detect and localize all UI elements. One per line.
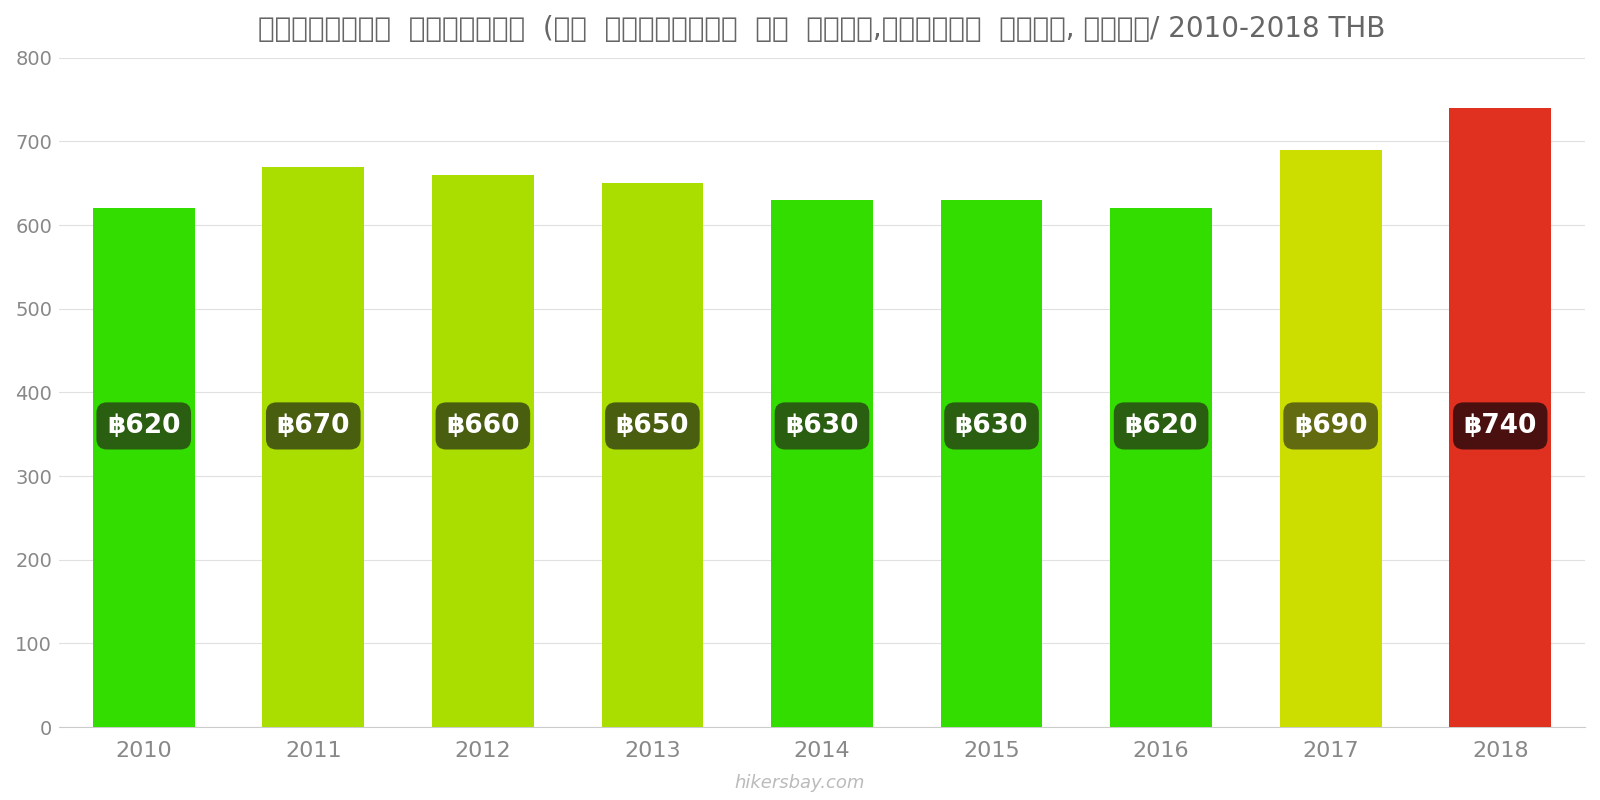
Text: ฿630: ฿630: [786, 413, 859, 439]
Text: ฿740: ฿740: [1464, 413, 1538, 439]
Text: ฿660: ฿660: [446, 413, 520, 439]
Text: ฿650: ฿650: [616, 413, 690, 439]
Bar: [93, 209, 195, 727]
Text: ฿670: ฿670: [277, 413, 350, 439]
Text: ฿620: ฿620: [107, 413, 181, 439]
Bar: [432, 175, 534, 727]
Bar: [771, 200, 874, 727]
Text: hikersbay.com: hikersbay.com: [734, 774, 866, 792]
Text: ฿690: ฿690: [1294, 413, 1368, 439]
Text: ฿630: ฿630: [955, 413, 1029, 439]
Title: थाईलैण्ड  इंटरनेट  (६०  एमबीपीएस  या  अधिक,असीमित  डेटा, केबल/ 2010-2018 THB: थाईलैण्ड इंटरनेट (६० एमबीपीएस या अधिक,अस…: [258, 15, 1386, 43]
Text: ฿620: ฿620: [1125, 413, 1198, 439]
Bar: [1450, 108, 1550, 727]
Bar: [1110, 209, 1211, 727]
Bar: [941, 200, 1043, 727]
Bar: [602, 183, 704, 727]
Bar: [1280, 150, 1381, 727]
Bar: [262, 166, 365, 727]
